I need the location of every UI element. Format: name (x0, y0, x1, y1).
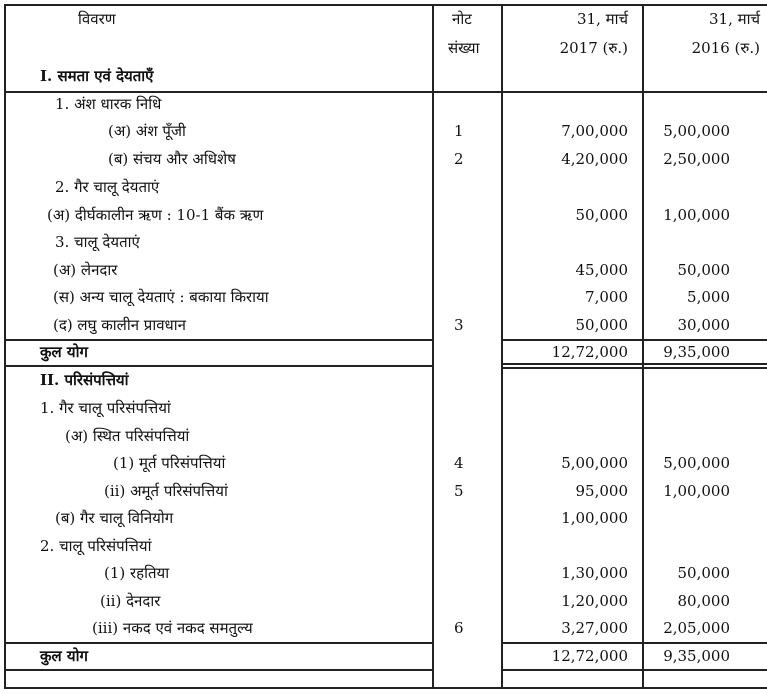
row-value-2017 (503, 229, 628, 255)
row-label: (iii) नकद एवं नकद समतुल्य (92, 619, 253, 637)
row-value-2017 (503, 423, 628, 449)
row-label: 1. अंश धारक निधि (55, 95, 162, 113)
row-value-2017: 50,000 (575, 316, 629, 334)
row-value-2016: 1,00,000 (663, 206, 730, 224)
row-value-2016: 5,00,000 (663, 122, 730, 140)
row-heading: I. समता एवं देयताएँ (40, 67, 154, 85)
row-value-2016: 5,00,000 (663, 454, 730, 472)
total-line (4, 642, 434, 644)
row-label: (ब) संचय और अधिशेष (108, 150, 236, 168)
row-value-2016 (644, 229, 730, 255)
row-heading: II. परिसंपत्तियां (40, 371, 129, 389)
row-label: 3. चालू देयताएं (55, 233, 140, 251)
header-current-line2: 2017 (रु.) (559, 39, 628, 57)
row-note-number: 1 (454, 122, 464, 140)
total-line (4, 669, 434, 671)
total-line (4, 339, 434, 341)
row-label: (1) मूर्त परिसंपत्तियां (113, 454, 226, 472)
header-previous-line1: 31, मार्च (708, 10, 760, 28)
row-label: (ii) देनदार (100, 592, 161, 610)
row-note-number: 4 (454, 454, 464, 472)
row-value-2017 (503, 533, 628, 559)
row-value-2017: 1,00,000 (561, 509, 628, 527)
col-divider-previous (642, 4, 644, 688)
row-value-2017: 7,00,000 (561, 122, 628, 140)
row-value-2016: 50,000 (677, 564, 731, 582)
row-value-2017: 3,27,000 (561, 619, 628, 637)
row-value-2016 (644, 395, 730, 421)
border-top (4, 4, 767, 6)
row-value-2016 (644, 533, 730, 559)
row-label: (द) लघु कालीन प्रावधान (53, 316, 186, 334)
row-value-2017 (503, 91, 628, 117)
row-value-2017: 12,72,000 (551, 647, 628, 665)
header-previous-line2: 2016 (रु.) (691, 39, 760, 57)
row-value-2017 (503, 395, 628, 421)
row-heading: कुल योग (40, 343, 88, 361)
row-label: (अ) दीर्घकालीन ऋण : 10-1 बैंक ऋण (47, 206, 264, 224)
row-value-2017: 7,000 (585, 288, 628, 306)
row-value-2016 (644, 423, 730, 449)
row-value-2017 (503, 63, 628, 89)
row-value-2016: 1,00,000 (663, 482, 730, 500)
row-value-2016 (644, 91, 730, 117)
row-label: 1. गैर चालू परिसंपत्तियां (40, 399, 171, 417)
row-value-2016: 50,000 (677, 261, 731, 279)
row-label: 2. चालू परिसंपत्तियां (40, 537, 152, 555)
col-divider-note (432, 4, 434, 688)
header-current-line1: 31, मार्च (576, 10, 628, 28)
row-value-2016: 9,35,000 (663, 343, 730, 361)
border-left (4, 4, 6, 688)
col-divider-current (501, 4, 503, 688)
row-value-2016 (644, 63, 730, 89)
total-line (501, 642, 767, 644)
row-value-2016: 80,000 (677, 592, 731, 610)
row-label: (अ) लेनदार (53, 261, 118, 279)
row-label: (अ) स्थित परिसंपत्तियां (65, 427, 190, 445)
header-note-line2: संख्या (448, 39, 480, 57)
row-value-2016: 5,000 (687, 288, 730, 306)
row-value-2017 (503, 174, 628, 200)
row-label: (ii) अमूर्त परिसंपत्तियां (104, 482, 228, 500)
row-note-number: 5 (454, 482, 464, 500)
row-note-number: 3 (454, 316, 464, 334)
row-value-2017: 1,30,000 (561, 564, 628, 582)
row-value-2016: 30,000 (677, 316, 731, 334)
row-value-2017: 1,20,000 (561, 592, 628, 610)
row-label: (स) अन्य चालू देयताएं : बकाया किराया (53, 288, 269, 306)
total-line (501, 339, 767, 341)
row-value-2017: 4,20,000 (561, 150, 628, 168)
total-double-line (501, 363, 767, 365)
row-note-number: 6 (454, 619, 464, 637)
row-label: (1) रहतिया (104, 564, 170, 582)
row-label: (अ) अंश पूँजी (108, 122, 186, 140)
row-value-2017: 5,00,000 (561, 454, 628, 472)
header-note-line1: नोट (452, 10, 472, 28)
total-double-line (501, 367, 767, 369)
row-value-2017: 50,000 (575, 206, 629, 224)
row-value-2017: 95,000 (575, 482, 629, 500)
row-value-2016 (644, 367, 730, 393)
header-description: विवरण (78, 10, 116, 28)
border-bottom (4, 687, 767, 689)
row-value-2016 (644, 174, 730, 200)
row-value-2016: 2,05,000 (663, 619, 730, 637)
row-value-2016: 2,50,000 (663, 150, 730, 168)
row-value-2017: 45,000 (575, 261, 629, 279)
row-value-2017: 12,72,000 (551, 343, 628, 361)
row-label: (ब) गैर चालू विनियोग (55, 509, 174, 527)
row-heading: कुल योग (40, 647, 88, 665)
row-value-2016: 9,35,000 (663, 647, 730, 665)
row-label: 2. गैर चालू देयताएं (55, 178, 160, 196)
header-bottom-line (4, 91, 767, 93)
row-note-number: 2 (454, 150, 464, 168)
row-value-2017 (503, 367, 628, 393)
total-line (501, 669, 767, 671)
row-value-2016 (644, 505, 730, 531)
total-line (4, 365, 434, 367)
